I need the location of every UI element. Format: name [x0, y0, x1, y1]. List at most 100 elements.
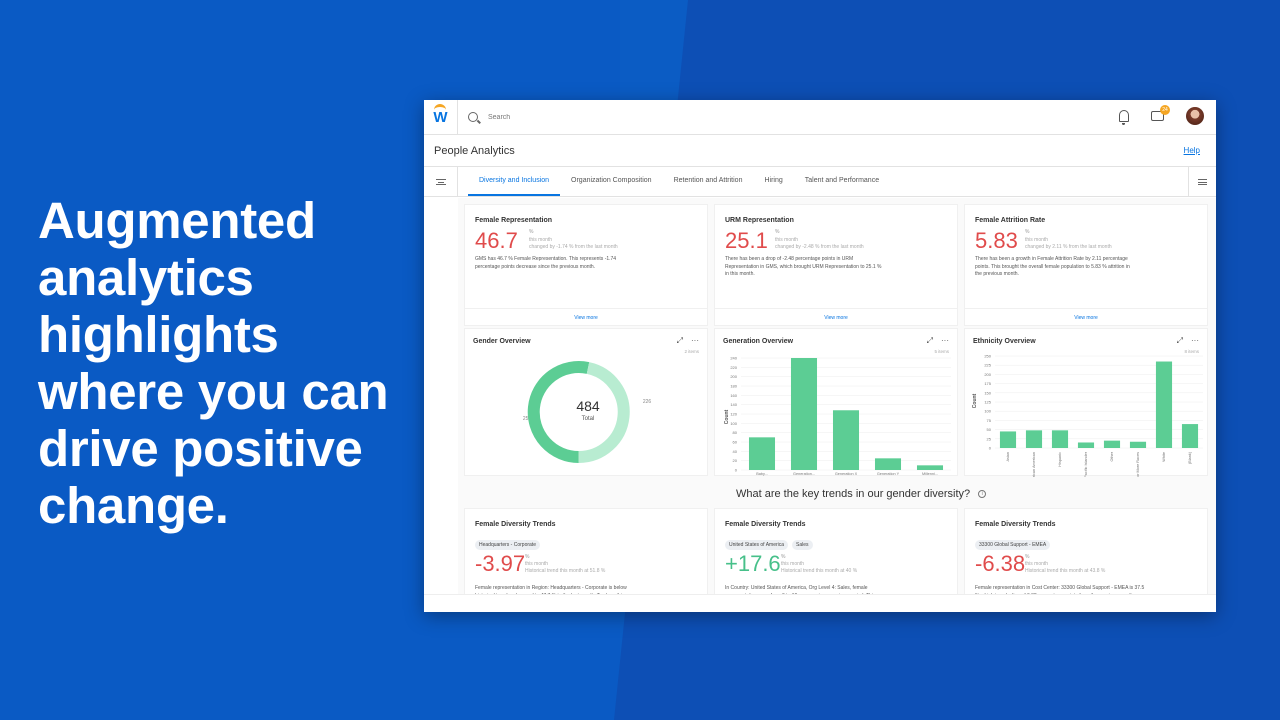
kpi-card-female-attrition-rate: Female Attrition Rate 5.83 % this month … [964, 204, 1208, 326]
view-more-link[interactable]: View more [824, 315, 848, 321]
chart-tools: ⤢ ··· [927, 336, 949, 346]
kpi-card-female-representation: Female Representation 46.7 % this month … [464, 204, 708, 326]
y-tick-label: 75 [987, 418, 992, 423]
help-link[interactable]: Help [1183, 146, 1200, 155]
bar[interactable] [874, 458, 902, 470]
trend-sub1: this month [1025, 561, 1049, 567]
more-icon[interactable]: ··· [691, 336, 699, 345]
y-tick-label: 200 [984, 372, 991, 377]
bar[interactable] [916, 465, 944, 470]
y-tick-label: 175 [984, 381, 991, 386]
y-tick-label: 180 [730, 384, 737, 389]
kpi-sub1: this month [1025, 237, 1049, 243]
gender-donut-chart: 484 Total 258 226 [523, 361, 651, 464]
tab-retention-and-attrition[interactable]: Retention and Attrition [673, 177, 743, 184]
kpi-description: GMS has 46.7 % Female Representation. Th… [475, 256, 617, 270]
kpi-card-urm-representation: URM Representation 25.1 % this month cha… [714, 204, 958, 326]
x-tick-label: Millenni... [922, 472, 938, 476]
y-tick-label: 100 [984, 409, 991, 414]
trend-sub2: Historical trend this month at 43.8 % [1025, 568, 1106, 574]
page-header: People Analytics Help [424, 135, 1216, 167]
y-tick-label: 200 [730, 374, 737, 379]
inbox-icon[interactable]: 24 [1151, 105, 1170, 121]
kpi-title: Female Attrition Rate [975, 217, 1046, 224]
expand-icon[interactable]: ⤢ [1176, 336, 1183, 345]
chart-item-count: 5 items [934, 349, 949, 354]
trend-sub1: this month [525, 561, 549, 567]
chart-tools: ⤢ ··· [1177, 336, 1199, 346]
trend-tag: Headquarters - Corporate [475, 540, 540, 550]
bar[interactable] [1077, 442, 1095, 448]
x-tick-label: Black or African American [1032, 452, 1036, 477]
donut-slice[interactable] [527, 361, 590, 464]
kpi-sub2: changed by 2.11 % from the last month [1025, 244, 1112, 250]
donut-slice[interactable] [578, 362, 630, 464]
more-icon[interactable]: ··· [1191, 336, 1199, 345]
home-logo[interactable]: W [424, 100, 458, 135]
x-tick-label: White [1162, 452, 1166, 462]
expand-icon[interactable]: ⤢ [676, 336, 683, 345]
kpi-value: 46.7 [475, 228, 518, 253]
y-tick-label: 60 [733, 440, 738, 445]
bar[interactable] [999, 431, 1017, 448]
bar[interactable] [1155, 361, 1173, 448]
bar[interactable] [1103, 440, 1121, 448]
bar[interactable] [1025, 430, 1043, 448]
bar[interactable] [1051, 430, 1069, 448]
y-tick-label: 0 [989, 446, 992, 451]
x-tick-label: Baby... [756, 472, 768, 476]
trend-value: -3.97 [475, 551, 526, 576]
x-tick-label: Other [1110, 451, 1114, 461]
x-tick-label: Generation X [835, 472, 858, 476]
bar[interactable] [790, 358, 818, 470]
kpi-sub1: this month [529, 237, 553, 243]
trend-tag: 33300 Global Support - EMEA [975, 540, 1051, 550]
more-icon[interactable]: ··· [941, 336, 949, 345]
tab-diversity-and-inclusion[interactable]: Diversity and Inclusion [468, 167, 561, 196]
y-tick-label: 40 [733, 449, 738, 454]
filter-button[interactable] [424, 167, 458, 196]
list-view-button[interactable] [1188, 167, 1216, 197]
bar[interactable] [1181, 424, 1199, 448]
y-tick-label: 125 [984, 400, 991, 405]
y-tick-label: 150 [984, 390, 991, 395]
donut-left-label: 258 [523, 416, 532, 422]
trend-unit: % [781, 554, 786, 560]
info-icon[interactable]: i [978, 490, 987, 498]
search-bar [468, 112, 688, 122]
section-question: What are the key trends in our gender di… [736, 488, 987, 500]
bar[interactable] [748, 437, 776, 470]
chart-card-ethnicity-overview: Ethnicity Overview ⤢ ··· 8 items Count 0… [964, 328, 1208, 477]
kpi-sub1: this month [775, 237, 799, 243]
trend-title: Female Diversity Trends [725, 521, 806, 528]
view-more-link[interactable]: View more [574, 315, 598, 321]
tab-organization-composition[interactable]: Organization Composition [571, 177, 652, 184]
kpi-value: 25.1 [725, 228, 768, 253]
tabs: Diversity and Inclusion Organization Com… [468, 167, 890, 196]
expand-icon[interactable]: ⤢ [926, 336, 933, 345]
x-tick-label: Generation Y [877, 472, 900, 476]
tab-hiring[interactable]: Hiring [764, 177, 783, 184]
y-tick-label: 100 [730, 421, 737, 426]
y-tick-label: 120 [730, 412, 737, 417]
donut-center-label: Total [582, 416, 595, 422]
kpi-title: URM Representation [725, 217, 794, 224]
app-window: W 24 People Analytics Help Diversity and… [424, 100, 1216, 612]
view-more-link[interactable]: View more [1074, 315, 1098, 321]
search-input[interactable] [488, 113, 688, 121]
tab-talent-and-performance[interactable]: Talent and Performance [804, 177, 880, 184]
y-tick-label: 250 [984, 354, 991, 359]
trend-tag: United States of America [725, 540, 789, 550]
y-tick-label: 0 [735, 468, 738, 473]
y-axis-label: Count [972, 393, 978, 408]
chart-item-count: 8 items [1184, 349, 1199, 354]
bell-icon[interactable] [1119, 110, 1129, 125]
trend-tags: Headquarters - Corporate [475, 540, 540, 550]
search-icon [468, 112, 478, 122]
bar[interactable] [1129, 441, 1147, 448]
bar[interactable] [832, 410, 860, 470]
trend-title: Female Diversity Trends [475, 521, 556, 528]
y-tick-label: 240 [730, 356, 737, 361]
kpi-value: 5.83 [975, 228, 1018, 253]
avatar[interactable] [1186, 107, 1204, 125]
